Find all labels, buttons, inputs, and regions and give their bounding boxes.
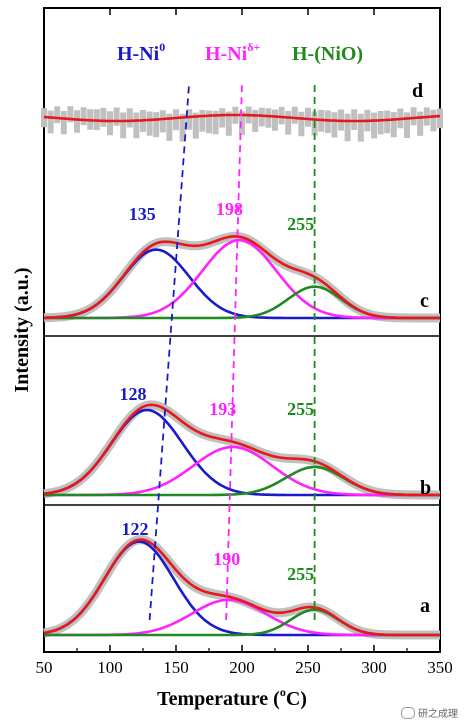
y-axis-label: Intensity (a.u.) [11,267,33,392]
x-tick-label: 150 [163,658,189,677]
peak-curve-c-135 [43,248,440,320]
peak-label-b-193: 193 [209,399,236,419]
fit-curve-b [43,403,440,497]
guide-line-0 [148,81,191,621]
x-tick-label: 50 [36,658,53,677]
peak-label-c-135: 135 [129,204,156,224]
x-axis-label-sup: o [280,685,286,699]
wechat-icon [401,706,415,719]
species-label-nio: H-(NiO) [292,43,363,65]
watermark: 研之成理 [401,705,458,720]
peak-label-a-122: 122 [122,519,149,539]
species-label-nid-sup: δ+ [247,40,260,54]
exp-curve-b [42,400,442,500]
sample-label-a: a [420,595,430,617]
exp-curve-a [42,535,442,640]
sample-label-b: b [420,477,431,499]
species-label-ni0-sup: 0 [159,40,165,54]
peak-label-c-255: 255 [287,214,314,234]
peak-label-b-255: 255 [287,399,314,419]
peak-label-a-255: 255 [287,564,314,584]
species-label-ni0: H-Ni0 [117,40,165,65]
plot-frame [43,7,441,653]
watermark-text: 研之成理 [418,709,458,720]
x-axis-label-end: C) [286,688,307,710]
fit-curve-d [43,113,441,123]
species-label-nid: H-Niδ+ [205,40,260,65]
x-tick-label: 200 [229,658,255,677]
peak-label-c-198: 198 [216,199,243,219]
peak-label-b-128: 128 [119,384,146,404]
x-axis-label: Temperature (oC) [157,685,307,710]
peak-label-a-190: 190 [213,549,240,569]
exp-curve-c [42,231,442,323]
sample-label-c: c [420,290,429,312]
x-tick-label: 100 [97,658,123,677]
x-tick-label: 350 [427,658,453,677]
fit-curve-a [43,538,440,637]
peak-curve-c-198 [44,238,440,320]
fit-curve-c [43,235,440,320]
guide-line-1 [225,81,243,621]
sample-label-d: d [412,80,423,102]
x-tick-label: 300 [361,658,387,677]
x-tick-label: 250 [295,658,321,677]
